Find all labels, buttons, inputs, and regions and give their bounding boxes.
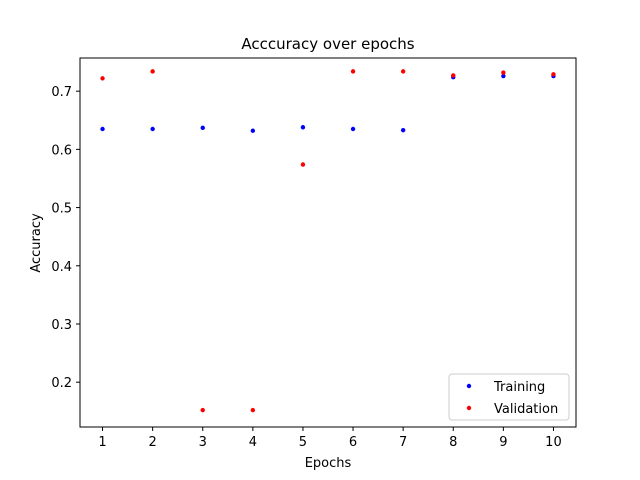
x-tick-label: 1 [98,435,106,450]
legend-marker-training [466,383,472,389]
y-axis-label: Accuracy [29,213,44,273]
training-point [250,128,256,133]
legend: Training Validation [448,373,570,421]
validation-point [200,407,205,413]
training-point [200,125,205,131]
y-tick-label: 0.2 [51,376,72,391]
x-axis-label: Epochs [305,456,352,471]
data-points [100,69,556,413]
validation-point [551,72,556,77]
y-tick-label: 0.7 [51,85,72,100]
x-tick-label: 10 [545,435,562,450]
y-tick-label: 0.3 [51,318,72,333]
chart-title: Acccuracy over epochs [241,35,414,53]
validation-point [250,407,256,413]
validation-point [150,69,155,74]
plot-area-frame [79,57,577,428]
y-axis: 0.2 0.3 0.4 0.5 0.6 0.7 [51,85,80,391]
training-point [501,73,506,79]
x-tick-label: 7 [399,435,407,450]
x-tick-label: 6 [349,435,357,450]
y-tick-label: 0.6 [51,143,72,158]
training-point [400,127,406,133]
x-tick-label: 9 [499,435,507,450]
legend-label-validation: Validation [494,402,558,417]
x-tick-label: 8 [449,435,457,450]
x-tick-label: 5 [299,435,307,450]
training-point [300,125,306,130]
y-tick-label: 0.5 [51,202,72,217]
legend-box [448,373,570,421]
validation-point [100,76,105,81]
training-point [350,126,356,132]
validation-point [451,73,456,78]
x-tick-label: 4 [249,435,257,450]
x-tick-label: 2 [149,435,157,450]
validation-point [300,162,306,167]
legend-label-training: Training [493,380,545,395]
x-tick-label: 3 [199,435,207,450]
x-axis: 1 2 3 4 5 6 7 8 9 10 [98,427,562,450]
validation-point [501,70,506,75]
y-tick-label: 0.4 [51,260,72,275]
training-point [100,126,105,132]
validation-point [400,69,406,74]
training-point [150,126,155,132]
validation-point [350,69,356,74]
legend-marker-validation [466,405,472,411]
